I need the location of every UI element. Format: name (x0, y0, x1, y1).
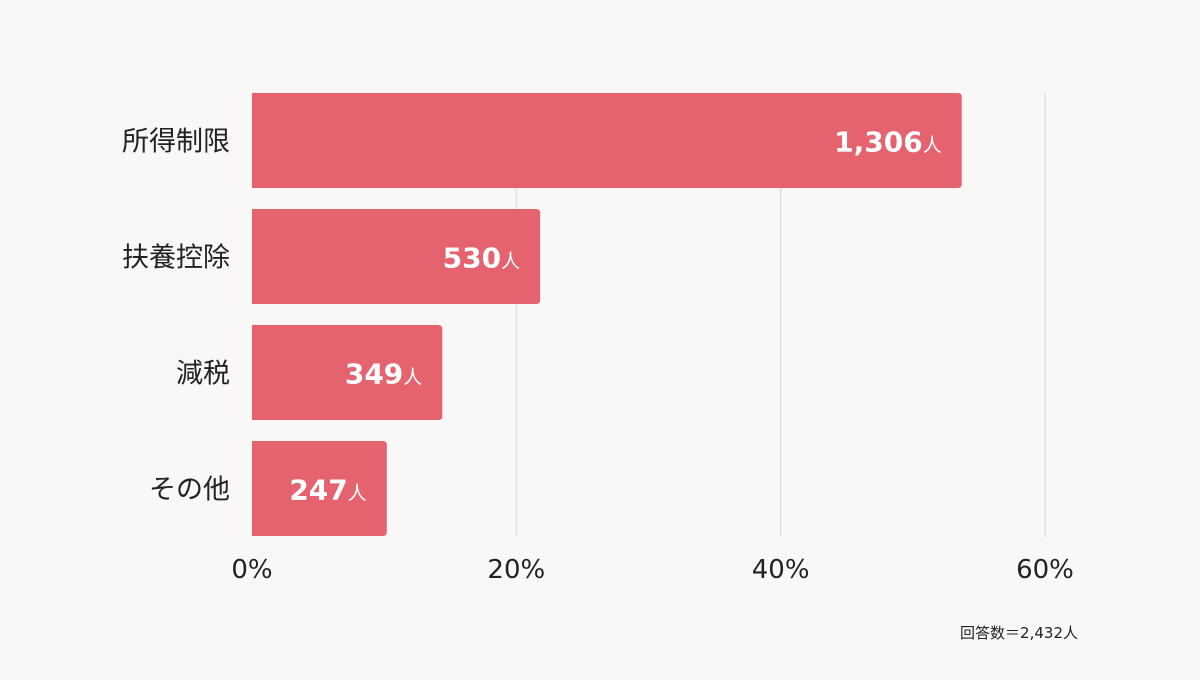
data-label: 349人 (345, 358, 422, 391)
category-label: 所得制限 (122, 127, 230, 158)
x-tick-label: 40% (752, 555, 810, 585)
bar (252, 93, 962, 188)
data-label: 247人 (289, 474, 366, 507)
bar (252, 325, 443, 420)
bar (252, 441, 387, 536)
data-label: 530人 (443, 242, 520, 275)
respondent-count-note: 回答数＝2,432人 (960, 624, 1078, 642)
category-label: 減税 (176, 359, 230, 390)
x-tick-label: 60% (1016, 555, 1074, 585)
category-label: 扶養控除 (122, 243, 230, 274)
category-label: その他 (149, 475, 230, 506)
bar (252, 209, 541, 304)
x-tick-label: 0% (231, 555, 272, 585)
x-tick-label: 20% (487, 555, 545, 585)
data-label: 1,306人 (834, 126, 942, 159)
